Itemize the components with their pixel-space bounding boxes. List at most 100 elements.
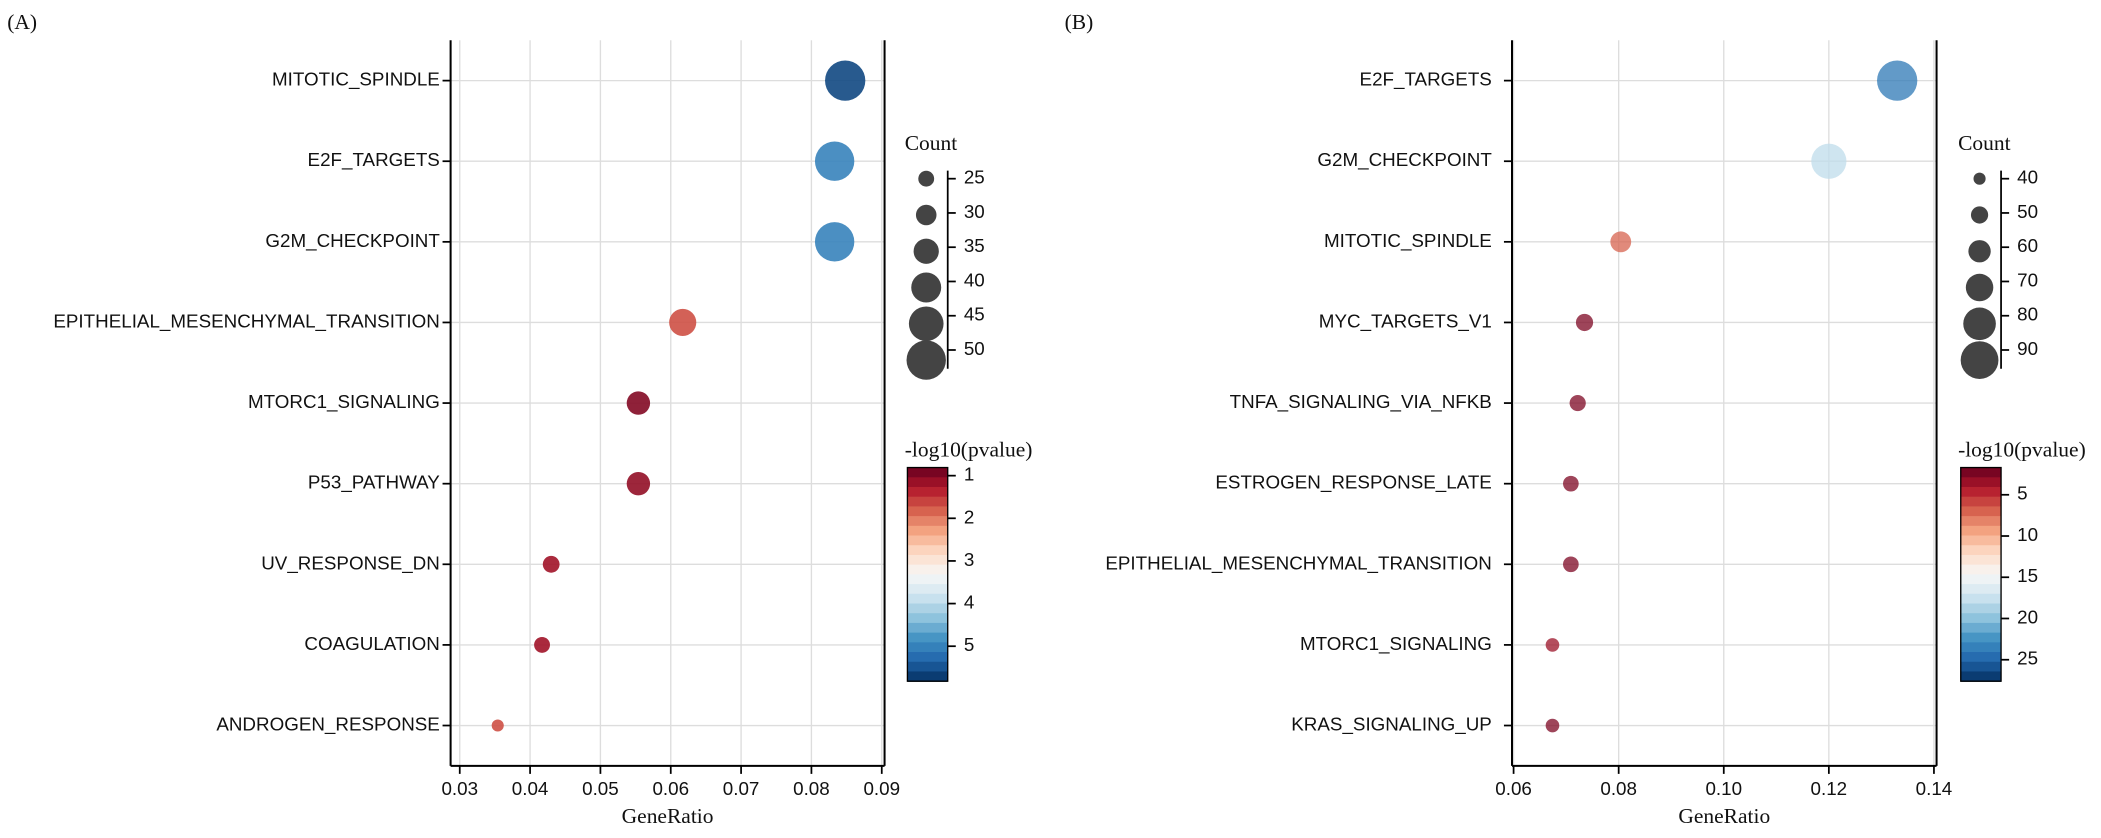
- size-legend-label: 45: [964, 304, 985, 325]
- panel-label: (B): [1065, 10, 1094, 34]
- x-tick-label: 0.10: [1705, 778, 1742, 799]
- colorbar-tick-label: 25: [2017, 648, 2038, 669]
- y-tick-label: E2F_TARGETS: [308, 149, 440, 171]
- y-tick-label: MTORC1_SIGNALING: [1300, 633, 1492, 655]
- size-legend-title: Count: [1958, 131, 2011, 155]
- colorbar-tick-label: 20: [2017, 606, 2038, 627]
- colorbar-band: [907, 486, 948, 498]
- y-tick-label: EPITHELIAL_MESENCHYMAL_TRANSITION: [1105, 552, 1491, 574]
- colorbar-band: [907, 603, 948, 614]
- size-legend-label: 25: [964, 167, 985, 188]
- size-legend-dot: [1970, 206, 1989, 224]
- dot: [669, 308, 697, 337]
- colorbar-tick-label: 1: [964, 464, 974, 485]
- y-tick-label: MYC_TARGETS_V1: [1319, 310, 1492, 332]
- colorbar-band: [1960, 661, 2002, 673]
- colorbar-title: -log10(pvalue): [905, 437, 1033, 461]
- size-legend-dot: [913, 238, 939, 264]
- colorbar-band: [907, 477, 948, 488]
- dot: [491, 719, 504, 732]
- size-legend-label: 35: [964, 235, 985, 256]
- x-tick-label: 0.05: [582, 778, 619, 799]
- size-legend-label: 30: [964, 201, 985, 222]
- y-tick-label: MITOTIC_SPINDLE: [1324, 230, 1492, 252]
- colorbar-band: [907, 574, 948, 585]
- colorbar-tick-label: 5: [2017, 483, 2027, 504]
- colorbar-band: [907, 652, 948, 663]
- colorbar-band: [1960, 496, 2002, 508]
- y-tick-label: ESTROGEN_RESPONSE_LATE: [1215, 472, 1491, 494]
- x-tick-label: 0.08: [793, 778, 830, 799]
- x-axis-label: GeneRatio: [622, 804, 714, 828]
- colorbar-band: [907, 506, 948, 517]
- colorbar-band: [1960, 622, 2002, 634]
- x-tick-label: 0.07: [723, 778, 760, 799]
- dot: [1563, 556, 1579, 573]
- size-legend-dot: [918, 170, 935, 187]
- dot: [542, 555, 560, 573]
- size-legend-dot: [906, 340, 946, 380]
- colorbar-band: [907, 642, 948, 653]
- panel-label: (A): [7, 10, 37, 34]
- x-tick-label: 0.08: [1600, 778, 1637, 799]
- colorbar-band: [1960, 642, 2002, 653]
- colorbar-tick-label: 15: [2017, 565, 2038, 586]
- size-legend-dot: [911, 272, 942, 303]
- colorbar-band: [1960, 467, 2002, 478]
- colorbar-tick-label: 4: [964, 592, 974, 613]
- dot: [1575, 313, 1594, 332]
- colorbar-band: [1960, 671, 2002, 682]
- x-tick-label: 0.06: [652, 778, 689, 799]
- size-legend-dot: [915, 204, 937, 226]
- colorbar-band: [907, 661, 948, 673]
- size-legend-label: 90: [2017, 338, 2038, 359]
- size-legend-label: 40: [2017, 167, 2038, 188]
- colorbar-band: [907, 535, 948, 546]
- dot: [626, 471, 651, 496]
- colorbar-band: [907, 516, 948, 527]
- y-tick-label: MITOTIC_SPINDLE: [272, 69, 440, 91]
- x-tick-label: 0.03: [441, 778, 478, 799]
- y-tick-label: TNFA_SIGNALING_VIA_NFKB: [1230, 391, 1492, 413]
- x-tick-label: 0.09: [863, 778, 900, 799]
- size-legend-dot: [1973, 172, 1986, 185]
- colorbar-band: [1960, 584, 2002, 595]
- colorbar-tick-label: 3: [964, 549, 974, 570]
- size-legend-title: Count: [905, 131, 958, 155]
- colorbar-band: [1960, 593, 2002, 605]
- dot: [1569, 394, 1586, 412]
- size-legend-dot: [1965, 273, 1994, 302]
- colorbar-band: [907, 613, 948, 624]
- colorbar-band: [1960, 613, 2002, 624]
- size-legend-label: 50: [2017, 201, 2038, 222]
- colorbar-band: [907, 545, 948, 556]
- colorbar-band: [1960, 486, 2002, 498]
- dot: [626, 391, 651, 415]
- colorbar-band: [907, 554, 948, 566]
- colorbar-band: [907, 584, 948, 595]
- y-tick-label: P53_PATHWAY: [308, 472, 440, 494]
- colorbar-band: [1960, 574, 2002, 585]
- colorbar-band: [907, 622, 948, 634]
- colorbar-band: [1960, 554, 2002, 566]
- x-tick-label: 0.06: [1495, 778, 1532, 799]
- size-legend-label: 50: [964, 338, 985, 359]
- colorbar-band: [907, 593, 948, 605]
- y-tick-label: G2M_CHECKPOINT: [1317, 149, 1492, 171]
- dot: [814, 141, 855, 181]
- dot: [1811, 143, 1847, 179]
- colorbar-band: [1960, 632, 2002, 644]
- y-tick-label: EPITHELIAL_MESENCHYMAL_TRANSITION: [53, 310, 439, 332]
- dot: [1563, 475, 1579, 492]
- size-legend-label: 40: [964, 269, 985, 290]
- x-axis-label: GeneRatio: [1678, 804, 1770, 828]
- y-tick-label: COAGULATION: [304, 633, 439, 654]
- y-tick-label: E2F_TARGETS: [1360, 69, 1492, 91]
- y-tick-label: MTORC1_SIGNALING: [248, 391, 440, 413]
- size-legend-label: 80: [2017, 304, 2038, 325]
- colorbar-band: [1960, 652, 2002, 663]
- colorbar-band: [907, 496, 948, 508]
- colorbar-band: [1960, 603, 2002, 614]
